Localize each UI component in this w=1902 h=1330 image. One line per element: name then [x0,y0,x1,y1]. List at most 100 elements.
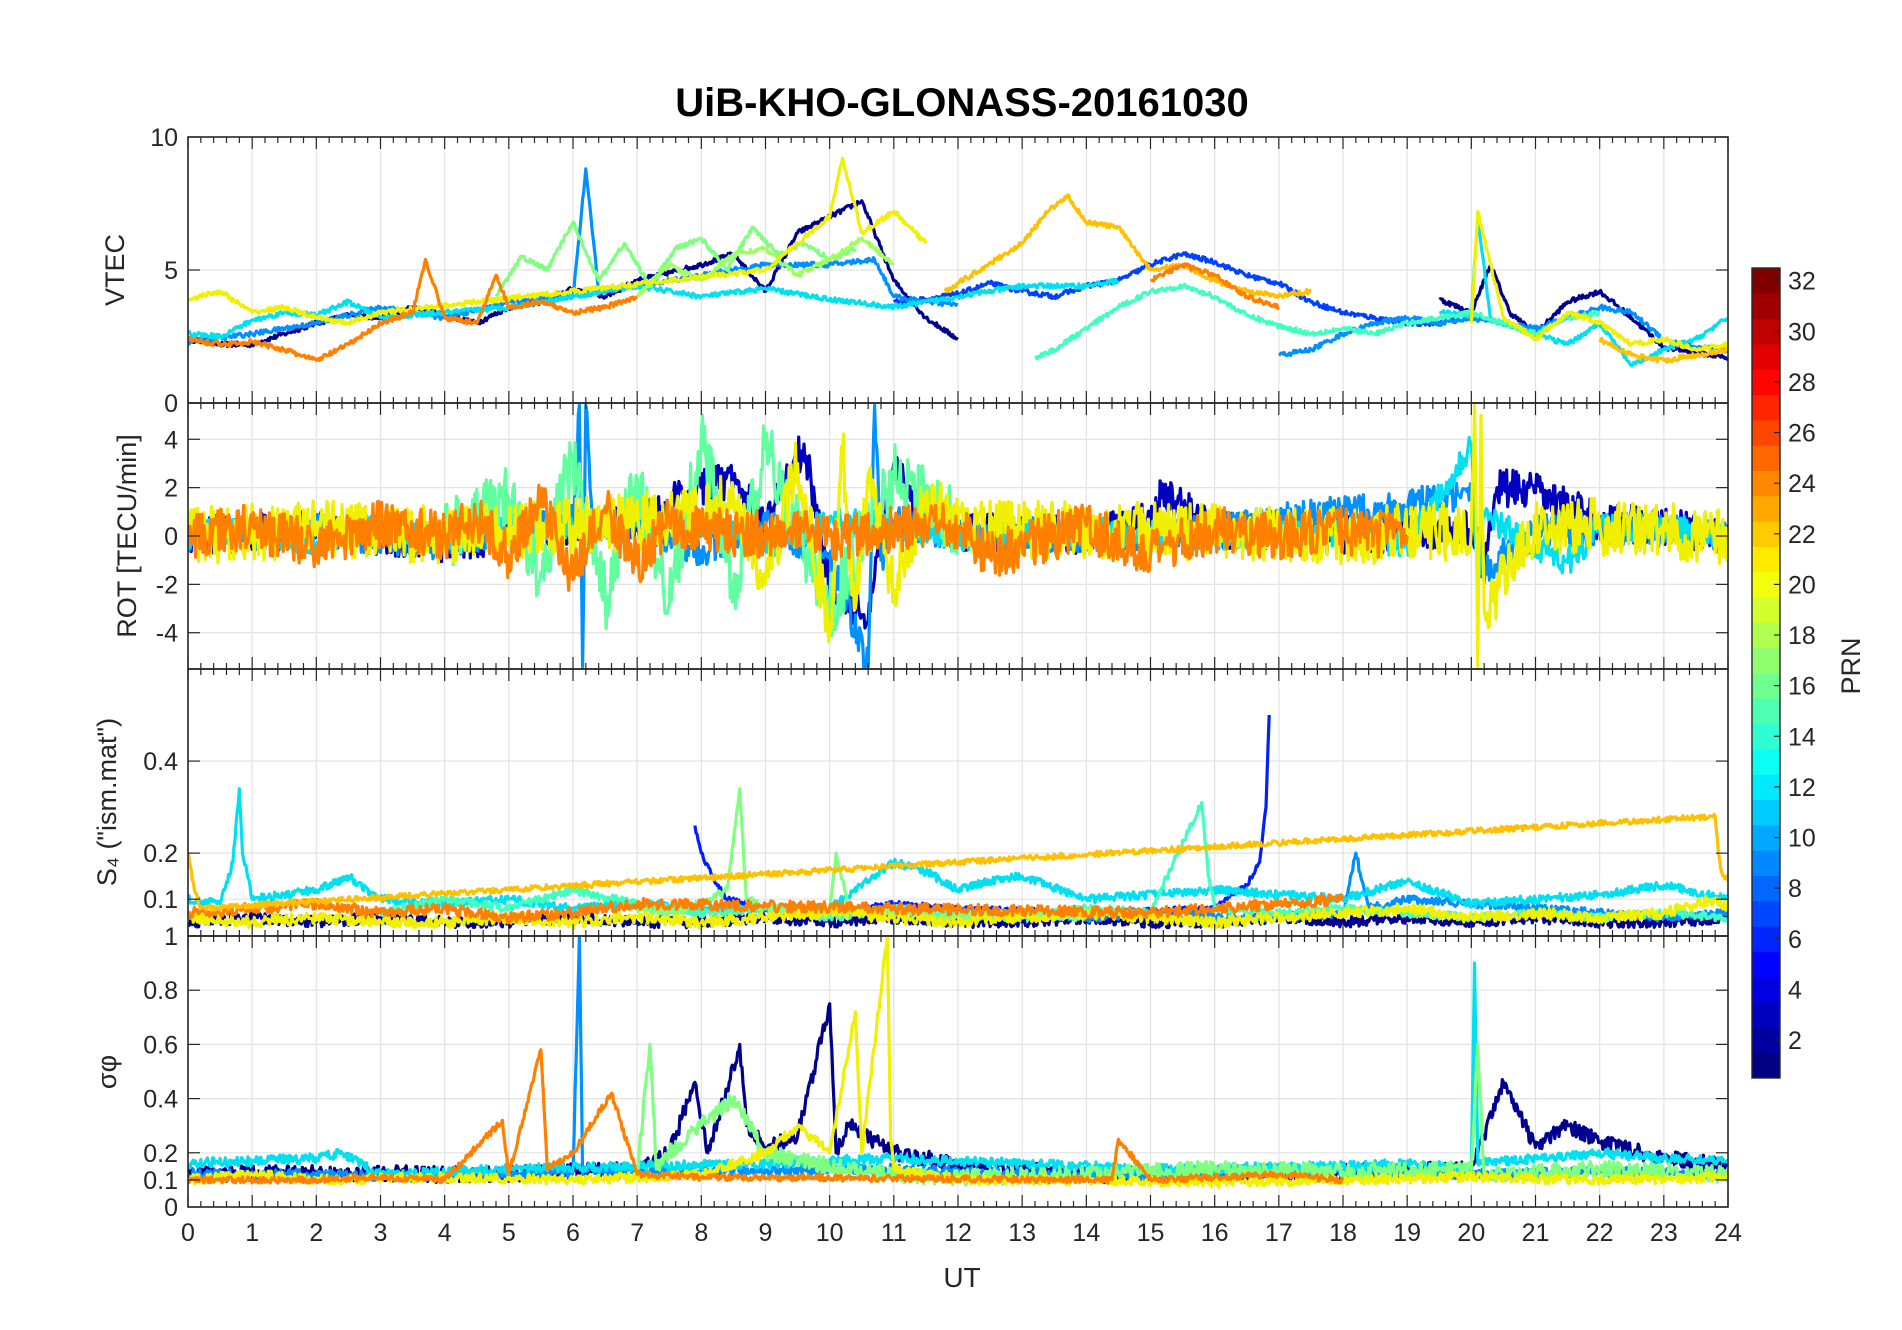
y-tick-label: 10 [150,124,178,152]
colorbar-cell [1752,698,1780,725]
tick-marks [187,136,1729,404]
x-tick-label: 8 [694,1219,708,1247]
colorbar-cell [1752,495,1780,522]
x-tick-label: 6 [566,1219,580,1247]
colorbar-tick-label: 20 [1788,571,1816,599]
series-line-prn-2 [1438,263,1728,361]
colorbar-cell [1752,445,1780,471]
tick-marks [187,403,1729,669]
series-line-prn-17 [494,220,857,298]
y-tick-label: 2 [164,475,178,503]
x-tick-label: 3 [374,1219,388,1247]
grid [187,669,1729,936]
x-tick-label: 12 [944,1219,972,1247]
chart-title: UiB-KHO-GLONASS-20161030 [675,81,1249,125]
colorbar-cell [1752,293,1780,320]
tick-marks [187,935,1729,1208]
y-axis-label: σφ [92,1055,122,1089]
y-axis-label: S₄ ("ism.mat") [92,718,122,886]
series-line-prn-23 [1150,262,1281,311]
x-tick-label: 9 [759,1219,773,1247]
colorbar-tick-label: 2 [1788,1027,1802,1055]
x-tick-label: 0 [181,1219,195,1247]
y-tick-label: 0.8 [143,977,178,1005]
series-line-prn-22 [1598,336,1728,364]
y-tick-label: 0 [164,523,178,551]
x-tick-label: 23 [1650,1219,1678,1247]
x-tick-label: 17 [1265,1219,1293,1247]
series-line-prn-20 [1469,209,1728,353]
colorbar-cell [1752,546,1780,573]
y-tick-label: 0.4 [143,1086,178,1114]
x-tick-label: 7 [630,1219,644,1247]
colorbar-tick-label: 12 [1788,774,1816,802]
colorbar-tick-label: 28 [1788,369,1816,397]
x-tick-label: 10 [816,1219,844,1247]
colorbar-tick-label: 26 [1788,420,1816,448]
series-line-prn-20 [188,156,928,326]
x-tick-labels: 0 1 2 3 4 5 6 7 8 9 10 11 12 13 14 15 16 17 18 19 20 21 22 23 24 [181,1219,1742,1247]
y-tick-label: 0.1 [143,1167,178,1195]
colorbar-tick-label: 24 [1788,470,1816,498]
series-line-prn-6 [892,251,1473,328]
colorbar-label: PRN [1836,637,1866,694]
series-line-prn-22 [943,193,1313,300]
colorbar-tick-label: 30 [1788,318,1816,346]
series-line-prn-18 [636,236,895,298]
x-tick-label: 18 [1329,1219,1357,1247]
series-group [188,714,1728,930]
colorbar-cell [1752,850,1780,876]
y-tick-label: 4 [164,426,178,454]
y-axis-label: VTEC [100,234,130,306]
x-tick-label: 15 [1137,1219,1165,1247]
series-line-prn-20 [188,894,1728,930]
x-tick-label: 1 [245,1219,259,1247]
y-tick-label: 0.4 [143,748,178,776]
colorbar-frame [1751,267,1781,1079]
x-tick-label: 11 [881,1219,907,1247]
x-axis-label: UT [943,1262,980,1293]
y-tick-label: 5 [164,257,178,285]
colorbar-cell [1752,951,1780,978]
colorbar-tick-label: 4 [1788,976,1802,1004]
colorbar-tick-label: 18 [1788,622,1816,650]
colorbar-cell [1752,748,1780,775]
series-line-prn-22 [188,812,1728,912]
panel-2: -4 -2 0 2 4 ROT [TECU/min] [112,402,1729,670]
colorbar-cell [1752,647,1780,674]
colorbar-cell [1752,799,1780,826]
colorbar-cell [1752,1052,1780,1079]
x-tick-label: 5 [502,1219,516,1247]
panel-3: 0.1 0.2 0.4 S₄ ("ism.mat") [92,668,1729,937]
x-tick-label: 16 [1201,1219,1229,1247]
series-line-prn-15 [1034,282,1601,361]
y-tick-label: 0 [164,390,178,418]
series-group [188,156,1728,368]
y-tick-label: -2 [156,571,178,599]
colorbar-cell [1752,1002,1780,1028]
y-tick-label: -4 [156,620,178,648]
colorbar-tick-label: 6 [1788,926,1802,954]
x-tick-label: 13 [1008,1219,1036,1247]
y-tick-label: 0.2 [143,1140,178,1168]
colorbar-tick-label: 14 [1788,723,1816,751]
colorbar-tick-label: 10 [1788,825,1816,853]
x-tick-label: 14 [1072,1219,1100,1247]
tick-marks [187,669,1729,936]
x-tick-label: 4 [438,1219,452,1247]
series-line-prn-23 [188,483,1409,592]
colorbar-cell [1752,900,1780,927]
y-tick-label: 1 [164,923,178,951]
x-tick-label: 19 [1393,1219,1421,1247]
y-tick-label: 0.6 [143,1031,178,1059]
series-line-prn-23 [188,1048,1345,1185]
y-tick-label: 0.1 [143,886,178,914]
colorbar-tick-label: 32 [1788,268,1816,296]
colorbar-tick-label: 22 [1788,521,1816,549]
colorbar-cell [1752,597,1780,623]
series-line-prn-23 [188,257,639,362]
